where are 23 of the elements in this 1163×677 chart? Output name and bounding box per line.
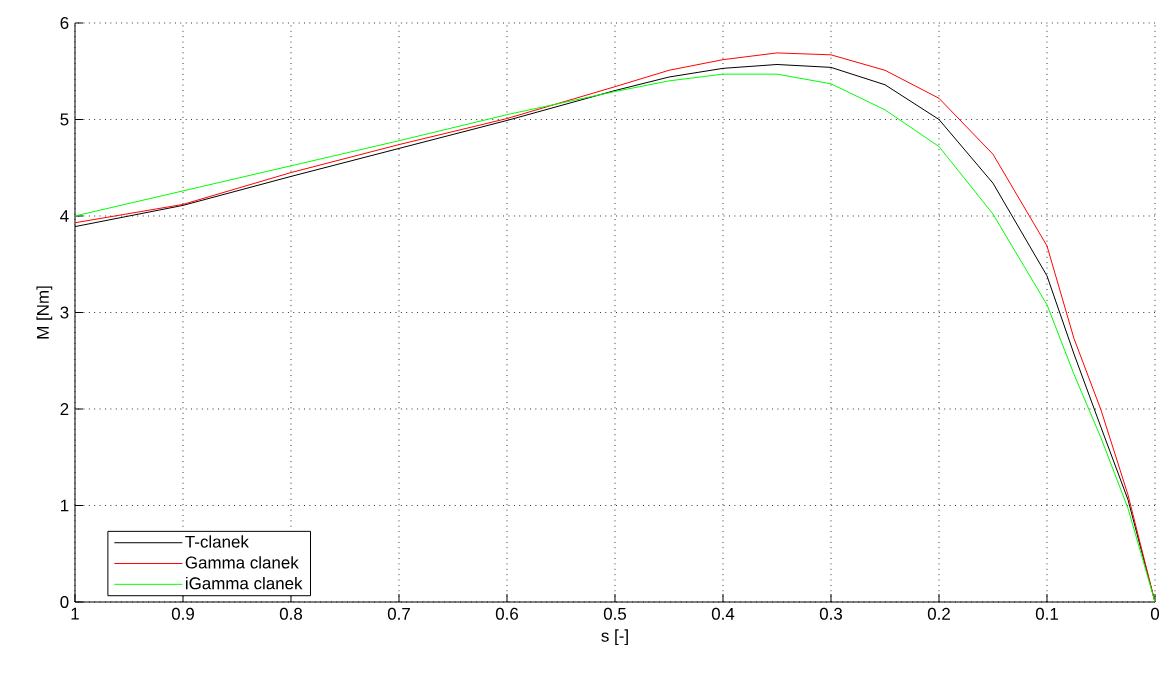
y-tick-label: 0	[60, 596, 69, 608]
x-tick-label: 0.5	[603, 607, 627, 620]
y-tick-label: 4	[60, 210, 69, 222]
x-tick-label: 0.3	[819, 607, 843, 620]
x-tick-label: 0.9	[171, 607, 194, 620]
y-axis-title: M [Nm]	[36, 286, 53, 339]
y-tick-label: 3	[60, 306, 69, 319]
y-tick-label: 5	[60, 113, 69, 126]
x-tick-label: 0.7	[387, 607, 410, 620]
x-tick-label: 0.1	[1035, 607, 1058, 620]
y-tick-label: 2	[60, 403, 69, 415]
x-tick-label: 0.2	[927, 607, 950, 620]
x-axis-title: s [-]	[601, 629, 628, 646]
x-tick-label: 0.4	[711, 607, 735, 620]
x-tick-label: 0.6	[495, 607, 519, 620]
legend-label: Gamma clanek	[185, 556, 299, 569]
x-tick-label: 0	[1150, 607, 1160, 620]
x-tick-label: 0.8	[279, 607, 303, 620]
legend-label: T-clanek	[185, 535, 249, 548]
legend-label: iGamma clanek	[186, 576, 303, 590]
y-tick-label: 1	[61, 499, 69, 512]
y-tick-label: 6	[60, 17, 69, 29]
x-tick-label: 1	[71, 607, 79, 620]
